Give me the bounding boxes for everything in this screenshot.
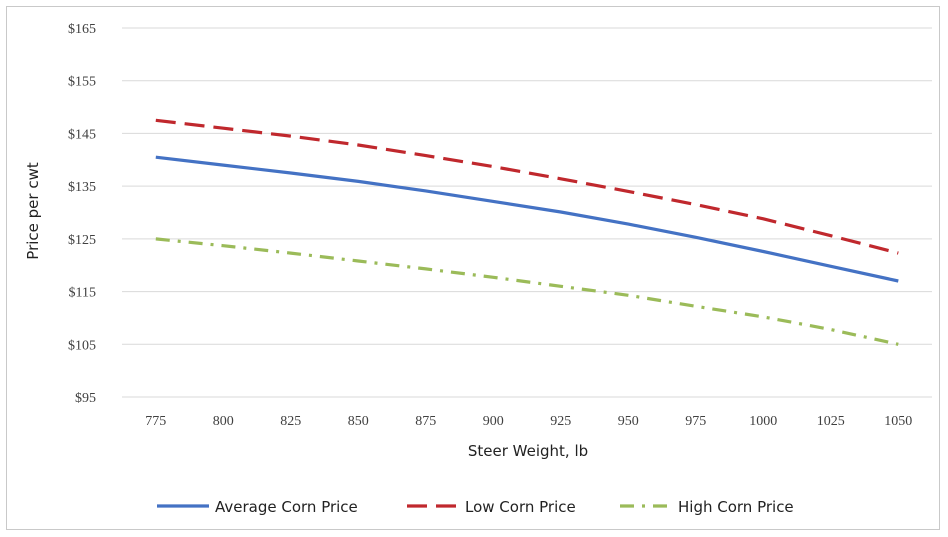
y-axis-title: Price per cwt bbox=[24, 162, 42, 260]
x-tick-label: 900 bbox=[483, 414, 504, 429]
legend-label: Average Corn Price bbox=[215, 498, 358, 516]
x-tick-label: 875 bbox=[415, 414, 436, 429]
y-tick-label: $105 bbox=[68, 338, 96, 353]
y-tick-label: $115 bbox=[69, 286, 96, 301]
x-tick-label: 975 bbox=[685, 414, 706, 429]
x-tick-label: 1025 bbox=[817, 414, 845, 429]
x-tick-label: 825 bbox=[280, 414, 301, 429]
x-tick-label: 775 bbox=[145, 414, 166, 429]
y-axis-ticks: $95 $105 $115 $125 $135 $145 $155 $165 bbox=[68, 22, 96, 406]
y-tick-label: $145 bbox=[68, 127, 96, 142]
y-tick-label: $135 bbox=[68, 180, 96, 195]
x-tick-label: 1000 bbox=[749, 414, 777, 429]
x-axis-title: Steer Weight, lb bbox=[468, 442, 588, 460]
legend: Average Corn Price Low Corn Price High Cor… bbox=[157, 498, 794, 516]
y-tick-label: $155 bbox=[68, 75, 96, 90]
x-tick-label: 950 bbox=[618, 414, 639, 429]
legend-label: Low Corn Price bbox=[465, 498, 576, 516]
x-tick-label: 850 bbox=[348, 414, 369, 429]
x-tick-label: 925 bbox=[550, 414, 571, 429]
series-line-high-corn-price bbox=[155, 237, 899, 346]
series-line-average-corn-price bbox=[155, 155, 899, 283]
series-line-low-corn-price bbox=[155, 118, 899, 255]
x-tick-label: 800 bbox=[213, 414, 234, 429]
x-tick-label: 1050 bbox=[884, 414, 912, 429]
y-tick-label: $95 bbox=[75, 391, 96, 406]
y-tick-label: $165 bbox=[68, 22, 96, 37]
y-tick-label: $125 bbox=[68, 233, 96, 248]
series-lines bbox=[155, 118, 899, 346]
gridlines bbox=[122, 27, 932, 398]
chart-frame bbox=[6, 6, 940, 530]
legend-label: High Corn Price bbox=[678, 498, 794, 516]
x-axis-ticks: 775 800 825 850 875 900 925 950 975 1000 1025 1050 bbox=[145, 414, 912, 429]
